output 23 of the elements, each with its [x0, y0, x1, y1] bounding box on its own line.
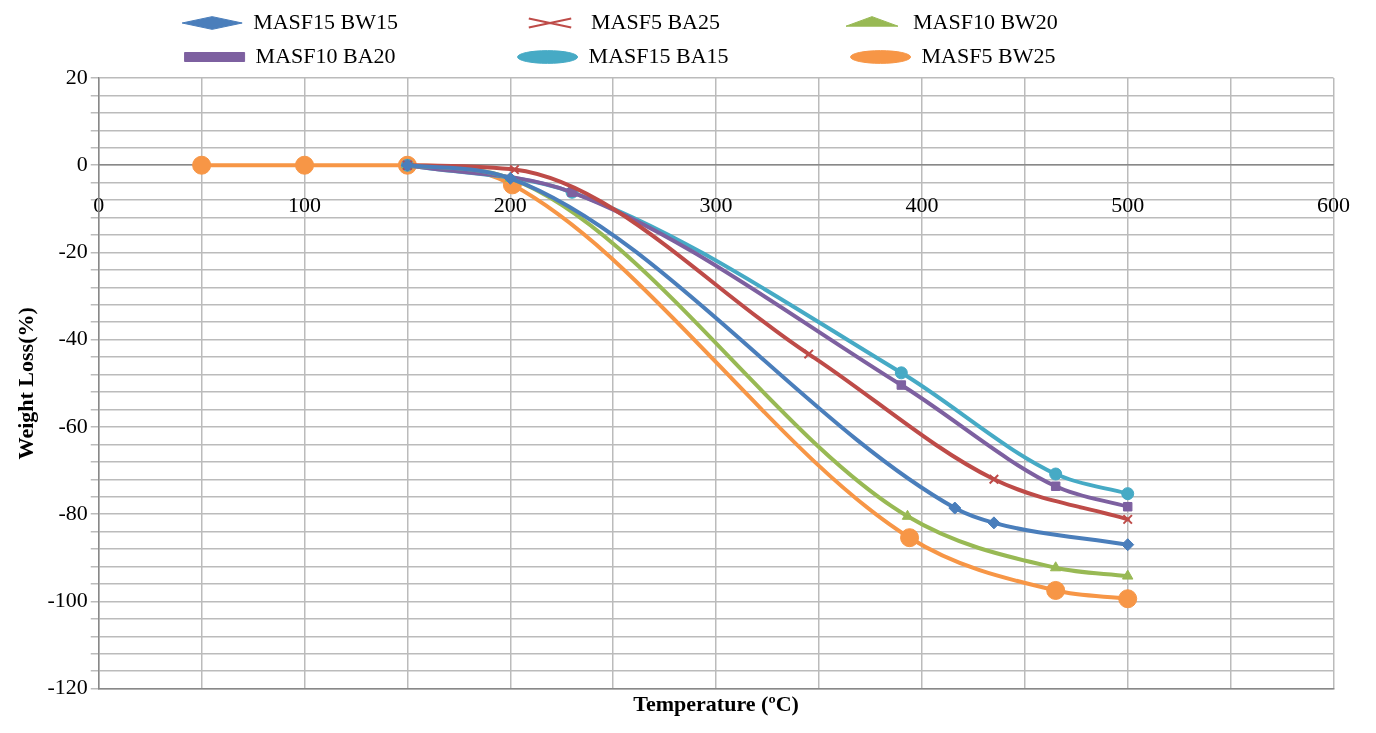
legend-label: MASF10 BA20 [255, 42, 506, 68]
y-axis-title: Weight Loss(%) [12, 307, 38, 460]
y-tick-label: -120 [47, 674, 88, 700]
legend-label: MASF5 BA25 [591, 8, 830, 34]
legend-label: MASF15 BA15 [588, 42, 839, 68]
y-tick-label: -20 [58, 238, 88, 264]
x-tick-label: 400 [905, 192, 939, 218]
x-tick-label: 600 [1317, 192, 1350, 218]
y-tick-label: 20 [65, 63, 88, 89]
y-tick-label: -100 [47, 587, 88, 613]
legend-label: MASF15 BW15 [253, 8, 509, 34]
x-tick-label: 300 [699, 192, 733, 218]
x-tick-label: 0 [93, 192, 105, 218]
x-tick-label: 500 [1111, 192, 1145, 218]
y-tick-label: -80 [58, 499, 88, 525]
y-tick-label: -40 [58, 325, 88, 351]
x-tick-label: 200 [493, 192, 527, 218]
y-tick-label: -60 [58, 412, 88, 438]
legend-label: MASF10 BW20 [912, 8, 1168, 34]
legend-label: MASF5 BW25 [921, 42, 1166, 68]
x-tick-label: 100 [288, 192, 322, 218]
y-tick-label: 0 [76, 151, 88, 177]
x-axis-title: Temperature (ºC) [633, 691, 799, 717]
